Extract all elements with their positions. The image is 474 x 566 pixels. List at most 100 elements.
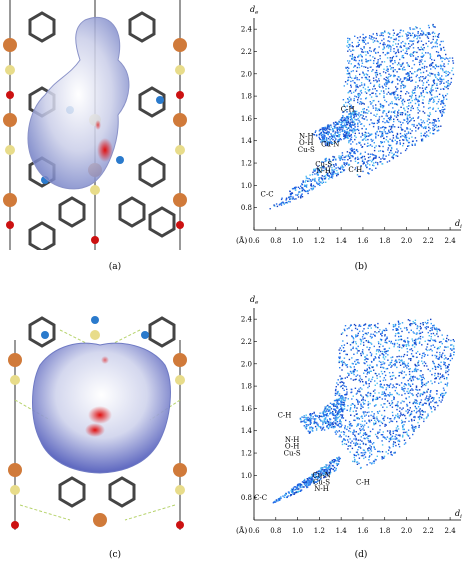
data-point: [403, 443, 406, 445]
data-point: [445, 70, 447, 72]
data-point: [356, 374, 359, 376]
data-point: [422, 384, 424, 387]
data-point: [443, 377, 446, 380]
data-point: [415, 425, 417, 428]
data-point: [370, 441, 372, 443]
data-point: [372, 39, 374, 41]
data-point: [388, 81, 390, 83]
data-point: [318, 130, 321, 132]
data-point: [428, 115, 430, 117]
data-point: [336, 128, 339, 131]
data-point: [373, 79, 375, 82]
data-point: [328, 170, 331, 172]
data-point: [375, 69, 378, 72]
data-point: [317, 480, 319, 482]
data-point: [410, 119, 412, 121]
data-point: [340, 119, 343, 121]
data-point: [418, 426, 420, 428]
data-point: [362, 37, 365, 39]
data-point: [423, 377, 425, 380]
data-point: [409, 120, 411, 123]
data-point: [338, 430, 340, 432]
data-point: [348, 423, 351, 426]
data-point: [341, 361, 343, 364]
data-point: [339, 411, 341, 413]
data-point: [388, 36, 390, 38]
data-point: [383, 391, 385, 393]
data-point: [340, 400, 343, 402]
data-point: [325, 421, 327, 423]
data-point: [404, 364, 406, 366]
data-point: [347, 155, 349, 157]
data-point: [365, 43, 367, 45]
data-point: [351, 447, 354, 450]
data-point: [344, 159, 346, 161]
data-point: [368, 110, 370, 112]
data-point: [441, 75, 443, 77]
data-point: [322, 472, 324, 474]
data-point: [432, 400, 434, 402]
data-point: [415, 399, 417, 401]
data-point: [397, 79, 399, 81]
data-point: [305, 186, 308, 188]
data-point: [390, 453, 392, 456]
data-point: [385, 388, 387, 391]
data-point: [386, 45, 388, 48]
data-point: [298, 484, 300, 487]
data-point: [430, 322, 432, 325]
data-point: [407, 108, 409, 110]
data-point: [413, 430, 415, 432]
data-point: [385, 341, 387, 344]
data-point: [423, 134, 425, 136]
data-point: [359, 73, 361, 76]
data-point: [330, 467, 332, 470]
data-point: [427, 326, 429, 328]
data-point: [378, 65, 381, 67]
data-point: [312, 430, 314, 432]
data-point: [382, 105, 385, 107]
data-point: [441, 101, 444, 103]
data-point: [346, 128, 348, 131]
data-point: [362, 406, 364, 408]
data-point: [436, 42, 438, 45]
data-point: [449, 348, 452, 350]
data-point: [353, 128, 355, 130]
data-point: [295, 194, 297, 196]
data-point: [343, 156, 345, 159]
data-point: [362, 411, 365, 413]
data-point: [434, 378, 436, 380]
x-tick-label: 1.8: [379, 527, 390, 535]
data-point: [431, 32, 434, 34]
data-point: [329, 469, 331, 471]
data-point: [321, 140, 323, 142]
data-point: [348, 135, 351, 138]
data-point: [438, 341, 441, 343]
data-point: [425, 86, 428, 88]
data-point: [429, 53, 431, 55]
data-point: [421, 30, 423, 32]
data-point: [368, 441, 370, 443]
data-point: [382, 345, 384, 347]
data-point: [349, 370, 352, 373]
data-point: [349, 438, 351, 440]
data-point: [314, 168, 316, 170]
data-point: [359, 121, 361, 123]
data-point: [322, 130, 324, 133]
data-point: [358, 175, 360, 178]
data-point: [433, 66, 435, 68]
data-point: [336, 175, 338, 177]
data-point: [395, 329, 398, 331]
data-point: [382, 366, 384, 369]
data-point: [359, 36, 361, 38]
data-point: [362, 449, 365, 451]
data-point: [311, 417, 313, 420]
data-point: [452, 60, 454, 62]
data-point: [449, 72, 451, 74]
data-point: [299, 187, 301, 190]
data-point: [408, 72, 410, 75]
data-point: [343, 85, 345, 87]
data-point: [367, 332, 369, 334]
data-point: [303, 415, 305, 417]
data-point: [402, 431, 405, 434]
data-point: [357, 41, 359, 44]
